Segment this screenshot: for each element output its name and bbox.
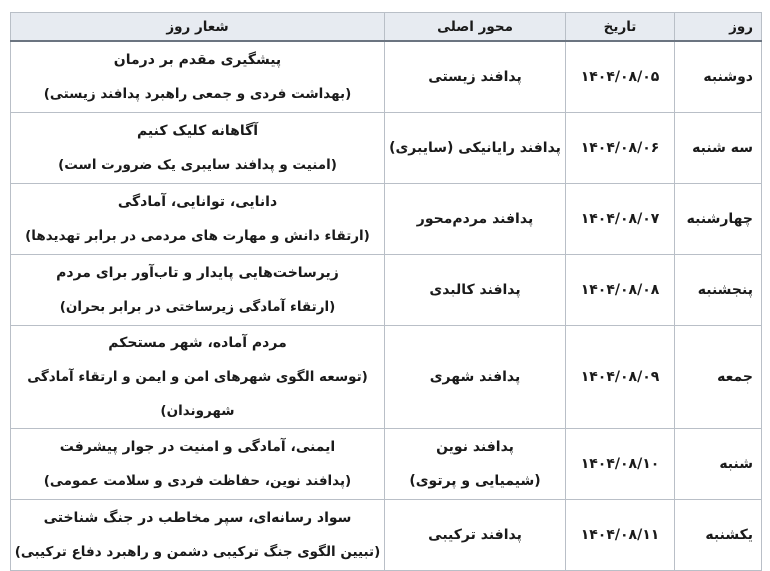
slogan-cell: سواد رسانه‌ای، سپر مخاطب در جنگ شناختی (ت… (10, 499, 385, 571)
axis-line: (شیمیایی و پرتوی) (409, 473, 541, 489)
date-text: ۱۴۰۴/۰۸/۰۸ (580, 282, 660, 298)
date-cell: ۱۴۰۴/۰۸/۰۸ (565, 254, 675, 326)
slogan-subtitle: (پدافند نوین، حفاظت فردی و سلامت عمومی) (43, 473, 352, 489)
slogan-text: سواد رسانه‌ای، سپر مخاطب در جنگ شناختی (43, 510, 352, 526)
slogan-subtitle: (ارتقاء آمادگی زیرساختی در برابر بحران) (59, 299, 336, 315)
axis-line: پدافند زیستی (428, 69, 522, 85)
date-text: ۱۴۰۴/۰۸/۰۶ (580, 140, 660, 156)
slogan-text: پیشگیری مقدم بر درمان (113, 52, 282, 68)
date-text: ۱۴۰۴/۰۸/۱۱ (580, 527, 660, 543)
slogan-subtitle: (امنیت و پدافند سایبری یک ضرورت است) (58, 157, 337, 173)
date-cell: ۱۴۰۴/۰۸/۱۰ (565, 428, 675, 500)
table-row: شنبه ۱۴۰۴/۰۸/۱۰ پدافند نوین (شیمیایی و پر… (10, 428, 762, 500)
slogan-text: زیرساخت‌هایی پایدار و تاب‌آور برای مردم (56, 265, 339, 281)
slogan-subtitle: (تبیین الگوی جنگ ترکیبی دشمن و راهبرد دف… (14, 544, 381, 560)
axis-line: پدافند مردم‌محور (416, 211, 534, 227)
date-cell: ۱۴۰۴/۰۸/۱۱ (565, 499, 675, 571)
day-cell: جمعه (674, 325, 762, 429)
day-cell: یکشنبه (674, 499, 762, 571)
header-row: روز تاریخ محور اصلی شعار روز (10, 12, 762, 42)
axis-cell: پدافند شهری (384, 325, 566, 429)
table-row: سه شنبه ۱۴۰۴/۰۸/۰۶ پدافند رایانیکی (سایب… (10, 112, 762, 184)
slogan-cell: ایمنی، آمادگی و امنیت در جوار پیشرفت (پدا… (10, 428, 385, 500)
day-cell: شنبه (674, 428, 762, 500)
header-axis: محور اصلی (384, 12, 566, 42)
slogan-cell: زیرساخت‌هایی پایدار و تاب‌آور برای مردم (… (10, 254, 385, 326)
slogan-subtitle: (بهداشت فردی و جمعی راهبرد پدافند زیستی) (43, 86, 352, 102)
header-date: تاریخ (565, 12, 675, 42)
table-row: پنجشنبه ۱۴۰۴/۰۸/۰۸ پدافند کالبدی زیرساخت… (10, 254, 762, 326)
slogan-text: مردم آماده، شهر مستحکم (108, 335, 287, 351)
date-cell: ۱۴۰۴/۰۸/۰۵ (565, 40, 675, 113)
slogan-subtitle: (ارتقاء دانش و مهارت های مردمی در برابر … (25, 228, 370, 244)
slogan-text: آگاهانه کلیک کنیم (136, 123, 259, 139)
axis-cell: پدافند کالبدی (384, 254, 566, 326)
schedule-table: روز تاریخ محور اصلی شعار روز دوشنبه ۱۴۰۴… (10, 12, 762, 571)
header-day: روز (674, 12, 762, 42)
slogan-text: دانایی، توانایی، آمادگی (117, 194, 278, 210)
slogan-text: ایمنی، آمادگی و امنیت در جوار پیشرفت (59, 439, 336, 455)
date-text: ۱۴۰۴/۰۸/۰۵ (580, 69, 660, 85)
slogan-cell: آگاهانه کلیک کنیم (امنیت و پدافند سایبری … (10, 112, 385, 184)
slogan-cell: دانایی، توانایی، آمادگی (ارتقاء دانش و مه… (10, 183, 385, 255)
table-row: جمعه ۱۴۰۴/۰۸/۰۹ پدافند شهری مردم آماده، … (10, 325, 762, 429)
day-cell: پنجشنبه (674, 254, 762, 326)
date-cell: ۱۴۰۴/۰۸/۰۶ (565, 112, 675, 184)
date-text: ۱۴۰۴/۰۸/۰۹ (580, 369, 660, 385)
axis-line: پدافند کالبدی (429, 282, 521, 298)
date-cell: ۱۴۰۴/۰۸/۰۷ (565, 183, 675, 255)
axis-line: پدافند رایانیکی (سایبری) (389, 140, 561, 156)
date-cell: ۱۴۰۴/۰۸/۰۹ (565, 325, 675, 429)
axis-line: پدافند نوین (436, 439, 514, 455)
date-text: ۱۴۰۴/۰۸/۰۷ (580, 211, 660, 227)
slogan-cell: پیشگیری مقدم بر درمان (بهداشت فردی و جمعی… (10, 40, 385, 113)
slogan-subtitle: (توسعه الگوی شهرهای امن و ایمن و ارتقاء … (27, 369, 368, 419)
axis-cell: پدافند ترکیبی (384, 499, 566, 571)
table-row: چهارشنبه ۱۴۰۴/۰۸/۰۷ پدافند مردم‌محور دان… (10, 183, 762, 255)
day-cell: چهارشنبه (674, 183, 762, 255)
date-text: ۱۴۰۴/۰۸/۱۰ (580, 456, 660, 472)
axis-line: پدافند ترکیبی (428, 527, 522, 543)
axis-cell: پدافند نوین (شیمیایی و پرتوی) (384, 428, 566, 500)
day-cell: دوشنبه (674, 40, 762, 113)
day-cell: سه شنبه (674, 112, 762, 184)
header-slogan: شعار روز (10, 12, 385, 42)
axis-cell: پدافند زیستی (384, 40, 566, 113)
axis-cell: پدافند مردم‌محور (384, 183, 566, 255)
slogan-cell: مردم آماده، شهر مستحکم (توسعه الگوی شهرها… (10, 325, 385, 429)
axis-line: پدافند شهری (429, 369, 521, 385)
axis-cell: پدافند رایانیکی (سایبری) (384, 112, 566, 184)
table-row: دوشنبه ۱۴۰۴/۰۸/۰۵ پدافند زیستی پیشگیری م… (10, 40, 762, 113)
table-row: یکشنبه ۱۴۰۴/۰۸/۱۱ پدافند ترکیبی سواد رسا… (10, 499, 762, 571)
